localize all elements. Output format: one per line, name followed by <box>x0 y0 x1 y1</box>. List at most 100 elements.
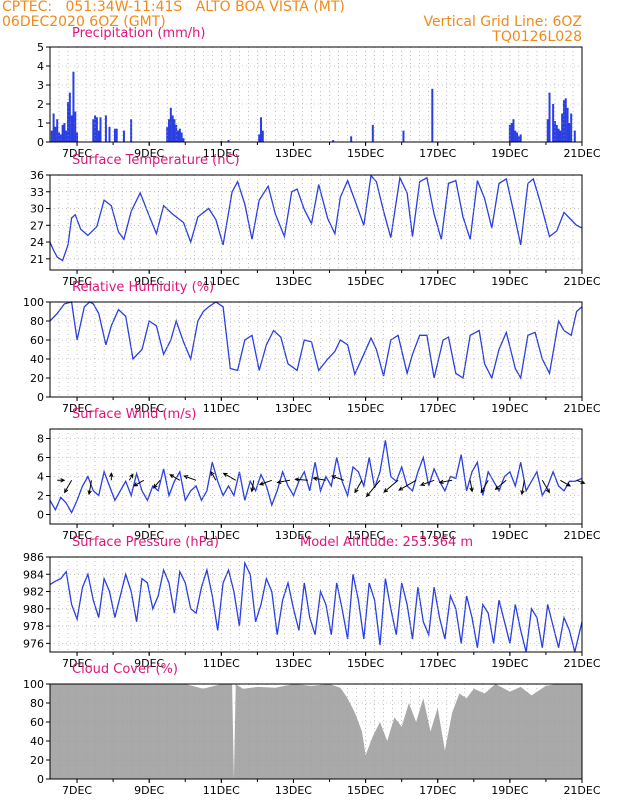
precipitation-ytick-label: 0 <box>37 136 44 149</box>
cloud-cover-ytick-label: 100 <box>23 678 44 691</box>
wind-panel <box>46 428 586 528</box>
humidity-ytick-label: 40 <box>30 353 44 366</box>
pressure-ytick-label: 986 <box>23 551 44 564</box>
header-grid-note: Vertical Grid Line: 6OZ <box>423 14 582 30</box>
temperature-xtick-label: 15DEC <box>347 275 384 288</box>
precipitation-ytick-label: 5 <box>37 41 44 54</box>
temperature-xtick-label: 21DEC <box>563 275 600 288</box>
precipitation-bar <box>552 104 555 142</box>
wind-arrow <box>294 477 308 482</box>
precipitation-bar <box>95 117 98 142</box>
precipitation-bar <box>546 119 549 142</box>
precipitation-bar <box>94 115 97 142</box>
humidity-ytick-label: 0 <box>37 391 44 404</box>
precipitation-xtick-label: 7DEC <box>62 147 92 160</box>
wind-arrow <box>87 480 92 496</box>
wind-arrow <box>520 480 525 496</box>
temperature-ytick-label: 21 <box>30 253 44 266</box>
precipitation-bar <box>175 124 178 142</box>
precipitation-xtick-label: 17DEC <box>419 147 456 160</box>
precipitation-bar <box>65 130 68 142</box>
header-date-line: 06DEC2020 6OZ (GMT) <box>2 14 166 30</box>
temperature-title: Surface Temperature (nC) <box>72 153 240 168</box>
precipitation-bar <box>350 136 353 142</box>
cloud-cover-ytick-label: 40 <box>30 735 44 748</box>
temperature-xtick-label: 7DEC <box>62 275 92 288</box>
cloud-cover-xtick-label: 9DEC <box>134 784 164 797</box>
wind-arrow <box>133 479 145 487</box>
humidity-frame <box>49 301 583 398</box>
precipitation-bar <box>72 71 75 142</box>
precipitation-bar <box>108 126 111 142</box>
cloud-cover-xtick-label: 11DEC <box>203 784 240 797</box>
humidity-xtick-label: 15DEC <box>347 402 384 415</box>
wind-arrow <box>438 479 453 485</box>
precipitation-bar <box>92 119 95 142</box>
precipitation-xtick-label: 19DEC <box>491 147 528 160</box>
temperature-ytick-label: 27 <box>30 219 44 232</box>
pressure-title: Surface Pressure (hPa) <box>72 535 219 550</box>
pressure-xtick-label: 21DEC <box>563 657 600 670</box>
precipitation-bar <box>561 113 564 142</box>
wind-arrow <box>354 480 363 494</box>
humidity-panel <box>46 301 583 401</box>
precipitation-bar <box>371 124 374 142</box>
precipitation-ytick-label: 4 <box>37 60 44 73</box>
cloud-cover-ytick-label: 60 <box>30 716 44 729</box>
wind-arrow <box>419 479 435 486</box>
wind-title: Surface Wind (m/s) <box>72 407 196 422</box>
precipitation-bar <box>74 111 77 142</box>
pressure-panel <box>46 556 583 656</box>
precipitation-title: Precipitation (mm/h) <box>72 26 205 41</box>
precipitation-frame <box>49 46 583 143</box>
precipitation-bar <box>555 124 558 142</box>
cloud-cover-xtick-label: 17DEC <box>419 784 456 797</box>
precipitation-bar <box>113 128 116 142</box>
precipitation-bar <box>402 130 405 142</box>
pressure-xtick-label: 19DEC <box>491 657 528 670</box>
precipitation-bar <box>332 140 335 142</box>
precipitation-bar <box>52 113 55 142</box>
precipitation-bar <box>67 102 70 142</box>
precipitation-bar <box>122 130 125 142</box>
wind-arrow <box>222 472 236 481</box>
precipitation-bar <box>63 123 66 142</box>
precipitation-bar <box>516 132 519 142</box>
precipitation-bar <box>168 119 171 142</box>
cloud-cover-ytick-label: 80 <box>30 697 44 710</box>
precipitation-bar <box>76 132 79 142</box>
precipitation-bar <box>570 113 573 142</box>
precipitation-bar <box>56 119 59 142</box>
precipitation-bar <box>115 128 118 142</box>
wind-arrow <box>576 479 586 485</box>
precipitation-bar <box>568 123 571 142</box>
wind-arrow <box>169 474 181 481</box>
precipitation-bar <box>514 130 517 142</box>
precipitation-bar <box>171 115 174 142</box>
precipitation-ytick-label: 1 <box>37 117 44 130</box>
precipitation-bar <box>510 123 513 142</box>
precipitation-xtick-label: 11DEC <box>203 147 240 160</box>
precipitation-bar <box>70 115 73 142</box>
temperature-xtick-label: 9DEC <box>134 275 164 288</box>
cloud-cover-xtick-label: 15DEC <box>347 784 384 797</box>
wind-xtick-label: 11DEC <box>203 529 240 542</box>
pressure-ytick-label: 976 <box>23 637 44 650</box>
precipitation-bar <box>512 119 515 142</box>
precipitation-xtick-label: 9DEC <box>134 147 164 160</box>
cloud-cover-ytick-label: 20 <box>30 754 44 767</box>
precipitation-ytick-label: 2 <box>37 98 44 111</box>
precipitation-bar <box>258 134 261 142</box>
wind-arrow <box>469 480 474 493</box>
precipitation-xtick-label: 21DEC <box>563 147 600 160</box>
wind-arrow <box>541 480 550 494</box>
cloud-cover-ytick-label: 0 <box>37 773 44 786</box>
humidity-ytick-label: 80 <box>30 315 44 328</box>
temperature-panel <box>46 174 583 274</box>
pressure-xtick-label: 15DEC <box>347 657 384 670</box>
precipitation-bar <box>178 128 181 142</box>
pressure-xtick-label: 13DEC <box>275 657 312 670</box>
precipitation-bar <box>173 119 176 142</box>
wind-arrow <box>250 480 255 493</box>
precipitation-panel <box>46 46 583 146</box>
